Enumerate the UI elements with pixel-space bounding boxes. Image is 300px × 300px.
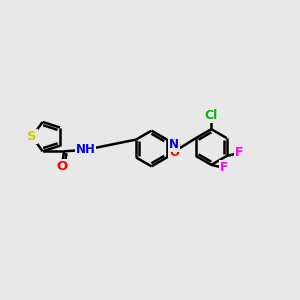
Text: F: F — [235, 146, 244, 160]
Text: NH: NH — [76, 143, 95, 156]
Text: F: F — [220, 161, 228, 174]
Text: Cl: Cl — [205, 109, 218, 122]
Text: O: O — [169, 146, 179, 160]
Text: O: O — [56, 160, 67, 173]
Text: S: S — [27, 130, 37, 143]
Text: N: N — [169, 138, 179, 151]
